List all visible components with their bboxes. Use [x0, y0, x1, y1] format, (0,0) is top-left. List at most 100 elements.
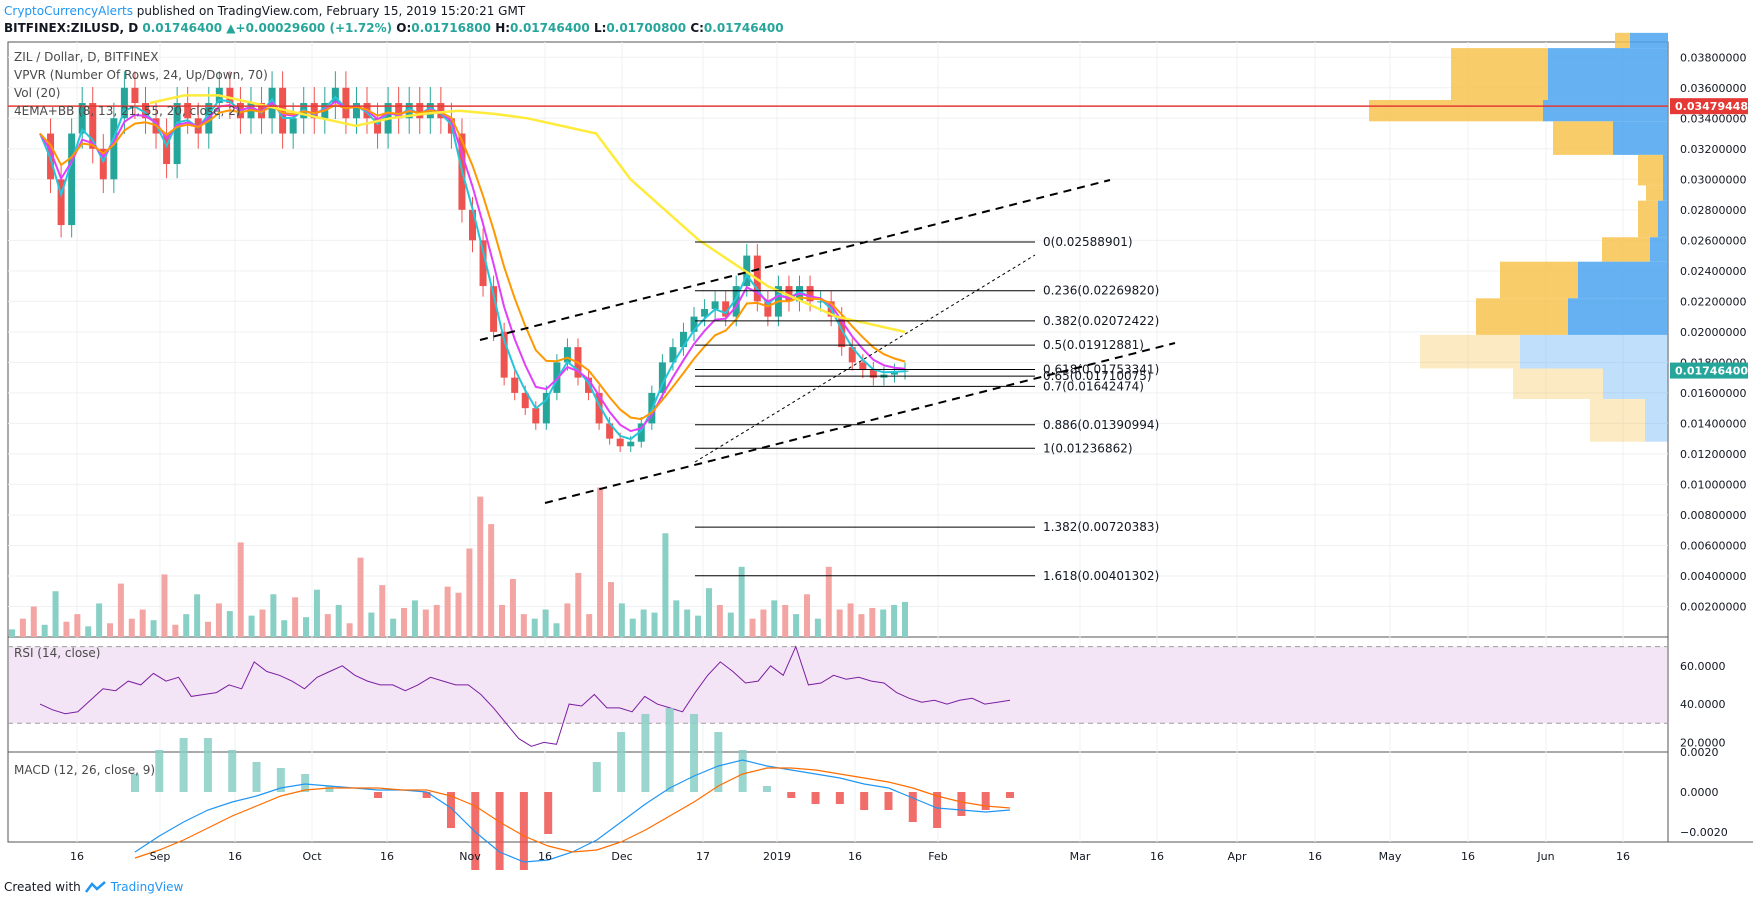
chart-canvas[interactable]: 0(0.02588901) 0.236(0.02269820) 0.382(0.02… — [0, 0, 1753, 870]
vpvr-down-bar — [1420, 334, 1520, 369]
candle-body — [869, 370, 877, 378]
candle-body — [331, 87, 339, 104]
macd-histogram-bar — [787, 792, 796, 798]
volume-bar — [161, 574, 168, 637]
volume-bar — [738, 566, 745, 637]
trend-lines[interactable] — [8, 105, 1668, 504]
volume-bar — [880, 609, 887, 637]
candle-body — [342, 87, 350, 119]
macd-tick-label: −0.0020 — [1680, 826, 1728, 839]
volume-bar — [891, 604, 898, 637]
macd-histogram-bar — [301, 774, 310, 792]
macd-histogram-bar — [884, 792, 893, 810]
price-axis[interactable]: 0.03800000 0.03600000 0.03400000 0.03200000… — [1670, 51, 1748, 613]
volume-bar — [825, 566, 832, 637]
macd-histogram-bar — [495, 792, 504, 870]
volume-bar — [107, 623, 114, 637]
time-tick-label: 16 — [848, 850, 862, 863]
price-pane[interactable] — [7, 41, 1669, 638]
legend-rsi: RSI (14, close) — [14, 646, 101, 660]
vpvr-down-bar — [1638, 154, 1663, 186]
publisher-link[interactable]: CryptoCurrencyAlerts — [4, 4, 133, 18]
candle-body — [173, 103, 181, 165]
candle-body — [764, 301, 772, 317]
candle-body — [658, 362, 666, 393]
volume-bar — [324, 614, 331, 637]
macd-histogram-bar — [617, 732, 626, 792]
candle-body — [479, 240, 487, 287]
volume-bar — [793, 614, 800, 637]
volume-bar — [771, 600, 778, 637]
up-triangle-icon: ▲ — [226, 21, 236, 35]
candle-body — [310, 103, 318, 119]
candle-body — [785, 286, 793, 302]
volume-bar — [836, 609, 843, 637]
volume-bar — [259, 609, 266, 637]
macd-histogram-bar — [422, 792, 431, 798]
open-value: 0.01716800 — [411, 21, 492, 35]
candle-body — [141, 103, 149, 119]
tradingview-brand[interactable]: TradingView — [110, 880, 184, 894]
price-tick-label: 0.01400000 — [1680, 417, 1746, 430]
candle-body — [690, 316, 698, 332]
vpvr-up-bar — [1520, 334, 1668, 369]
candle-body — [289, 118, 297, 134]
volume-bar — [128, 618, 135, 637]
macd-histogram-bar — [665, 708, 674, 792]
volume-bar — [19, 618, 26, 637]
candle-body — [416, 103, 424, 119]
volume-bar — [705, 588, 712, 637]
macd-histogram-bar — [762, 786, 771, 792]
vpvr-up-bar — [1645, 399, 1668, 442]
price-tick-label: 0.00400000 — [1680, 570, 1746, 583]
price-tick-label: 0.02800000 — [1680, 204, 1746, 217]
macd-histogram-bar — [325, 786, 334, 792]
macd-histogram-bar — [981, 792, 990, 810]
time-axis[interactable]: 16 Sep 16 Oct 16 Nov 16 Dec 17 2019 16 Feb Mar 16 Apr 1… — [70, 850, 1630, 863]
time-tick-label: 2019 — [763, 850, 791, 863]
signal-line — [134, 767, 1011, 859]
time-tick-label: 16 — [228, 850, 242, 863]
time-tick-label: Feb — [928, 850, 947, 863]
vpvr-up-bar — [1663, 185, 1668, 201]
price-tick-label: 0.02400000 — [1680, 265, 1746, 278]
publisher-line: CryptoCurrencyAlerts published on Tradin… — [4, 4, 525, 18]
volume-bar — [237, 542, 244, 637]
candle-body — [68, 133, 76, 226]
volume-bar — [760, 609, 767, 637]
volume-bar — [695, 615, 702, 637]
fib-level-label: 0.886(0.01390994) — [1043, 418, 1159, 432]
candle-body — [901, 370, 909, 372]
volume-bar — [150, 620, 157, 637]
candle-body — [500, 331, 508, 378]
macd-histogram-bar — [860, 792, 869, 810]
legend-vol: Vol (20) — [14, 86, 61, 100]
volume-bar — [139, 609, 146, 637]
volume-bar — [433, 604, 440, 637]
price-tag-label: 0.03479448 — [1675, 100, 1748, 113]
volume-bar — [618, 603, 625, 637]
vpvr-up-bar — [1650, 237, 1668, 262]
macd-histogram-bar — [544, 792, 553, 834]
volume-bar — [335, 604, 342, 637]
volume-bar — [455, 592, 462, 637]
volume-bars — [9, 487, 908, 637]
time-tick-label: 16 — [380, 850, 394, 863]
rsi-indicator: 60.0000 40.0000 20.0000 — [8, 645, 1726, 749]
price-tag-label: 0.01746400 — [1675, 365, 1748, 378]
volume-bar — [673, 600, 680, 637]
candle-body — [78, 103, 86, 134]
candle-body — [395, 103, 403, 119]
volume-bar — [477, 496, 484, 637]
change-value: +0.00029600 (+1.72%) — [235, 21, 393, 35]
time-tick-label: 16 — [70, 850, 84, 863]
candle-body — [637, 423, 645, 442]
fibonacci-retracement[interactable]: 0(0.02588901) 0.236(0.02269820) 0.382(0.02… — [695, 235, 1159, 583]
price-tick-label: 0.00800000 — [1680, 509, 1746, 522]
candle-body — [532, 408, 540, 424]
candle-body — [616, 438, 624, 447]
time-tick-label: Apr — [1227, 850, 1247, 863]
candle-body — [490, 286, 498, 332]
vpvr-up-bar — [1543, 99, 1668, 122]
volume-bar — [814, 618, 821, 637]
